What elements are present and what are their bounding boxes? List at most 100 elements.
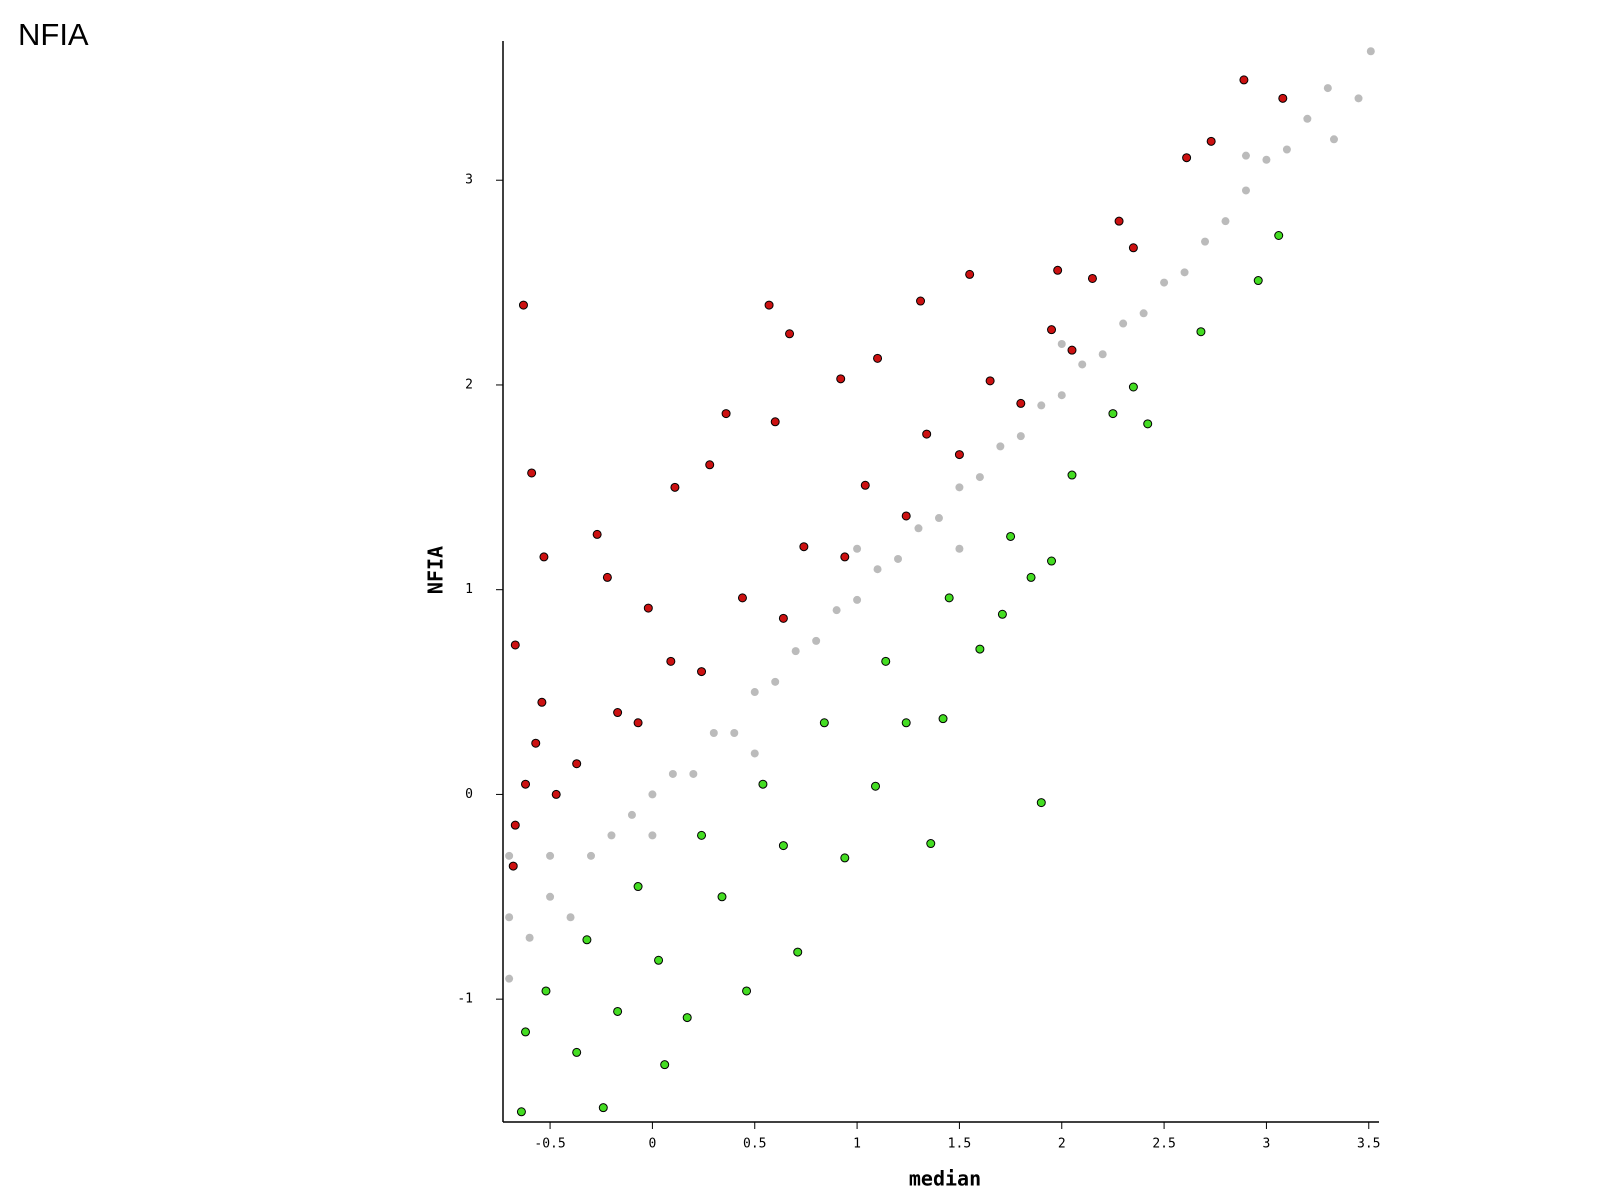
point <box>938 714 948 724</box>
point <box>537 697 547 707</box>
point <box>1206 136 1216 146</box>
point <box>627 810 636 819</box>
point <box>934 514 943 523</box>
x-tick-label: 1 <box>853 1137 861 1152</box>
point <box>1323 84 1332 93</box>
point <box>1057 391 1066 400</box>
point <box>832 606 841 615</box>
point <box>516 1107 526 1117</box>
point <box>954 450 964 460</box>
point <box>598 1103 608 1113</box>
y-tick-label: -1 <box>457 992 473 1007</box>
point <box>778 841 788 851</box>
point <box>668 769 677 778</box>
chart-title: NFIA <box>18 17 89 52</box>
point <box>853 595 862 604</box>
x-axis-label: median <box>909 1167 981 1191</box>
point <box>1078 360 1087 369</box>
point <box>742 986 752 996</box>
point <box>1303 114 1312 123</box>
point <box>508 861 518 871</box>
point <box>840 853 850 863</box>
point <box>1067 470 1077 480</box>
point <box>613 1006 623 1016</box>
point <box>1282 145 1291 154</box>
point <box>648 790 657 799</box>
y-tick-label: 1 <box>465 582 473 597</box>
point <box>697 830 707 840</box>
point <box>572 759 582 769</box>
point <box>689 769 698 778</box>
x-tick-label: 2 <box>1058 1137 1066 1152</box>
point <box>1006 531 1016 541</box>
point <box>592 529 602 539</box>
point <box>894 554 903 563</box>
point <box>916 296 926 306</box>
point <box>1114 216 1124 226</box>
y-tick-label: 3 <box>465 173 473 188</box>
point <box>1241 186 1250 195</box>
point <box>1057 340 1066 349</box>
point <box>546 851 555 860</box>
point <box>785 329 795 339</box>
point <box>771 677 780 686</box>
point <box>1160 278 1169 287</box>
point <box>730 729 739 738</box>
point <box>955 544 964 553</box>
x-tick-label: -0.5 <box>534 1137 565 1152</box>
x-tick-label: 3.5 <box>1357 1137 1380 1152</box>
point <box>717 892 727 902</box>
point <box>1053 265 1063 275</box>
point <box>648 831 657 840</box>
point <box>914 524 923 533</box>
point <box>539 552 549 562</box>
point <box>505 974 514 983</box>
point <box>587 851 596 860</box>
point <box>1253 276 1263 286</box>
point <box>996 442 1005 451</box>
point <box>613 708 623 718</box>
point <box>965 269 975 279</box>
point <box>546 892 555 901</box>
point <box>975 473 984 482</box>
point <box>764 300 774 310</box>
point <box>670 482 680 492</box>
point <box>1047 556 1057 566</box>
point <box>505 851 514 860</box>
point <box>531 738 541 748</box>
point <box>871 781 881 791</box>
point <box>1026 572 1036 582</box>
point <box>1354 94 1363 103</box>
point <box>521 1027 531 1037</box>
point <box>1262 155 1271 164</box>
point <box>1047 325 1057 335</box>
y-tick-label: 0 <box>465 787 473 802</box>
point <box>799 542 809 552</box>
point <box>1119 319 1128 328</box>
point <box>750 688 759 697</box>
point <box>1196 327 1206 337</box>
y-tick-label: 2 <box>465 377 473 392</box>
point <box>682 1013 692 1023</box>
point <box>922 429 932 439</box>
point <box>1128 382 1138 392</box>
point <box>660 1060 670 1070</box>
point <box>1201 237 1210 246</box>
x-tick-label: 3 <box>1263 1137 1271 1152</box>
point <box>527 468 537 478</box>
point <box>633 882 643 892</box>
point <box>1016 432 1025 441</box>
point <box>1274 230 1284 240</box>
point <box>901 511 911 521</box>
point <box>1087 273 1097 283</box>
point <box>1182 153 1192 163</box>
point <box>1128 243 1138 253</box>
point <box>758 779 768 789</box>
point <box>975 644 985 654</box>
point <box>1098 350 1107 359</box>
point <box>521 779 531 789</box>
point <box>518 300 528 310</box>
point <box>985 376 995 386</box>
